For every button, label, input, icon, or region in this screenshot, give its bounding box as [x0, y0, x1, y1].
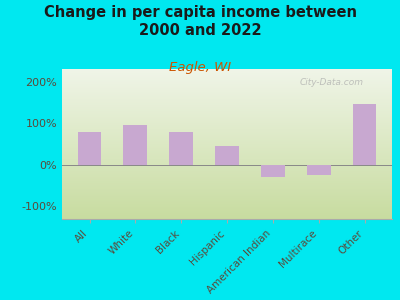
Bar: [215, 146, 239, 165]
Bar: [261, 165, 285, 177]
Text: Eagle, WI: Eagle, WI: [169, 61, 231, 74]
Bar: [352, 104, 376, 165]
Bar: [307, 165, 330, 175]
Bar: [78, 131, 102, 165]
Bar: [124, 125, 147, 165]
Text: City-Data.com: City-Data.com: [300, 78, 364, 87]
Bar: [169, 131, 193, 165]
Text: Change in per capita income between
2000 and 2022: Change in per capita income between 2000…: [44, 4, 356, 38]
